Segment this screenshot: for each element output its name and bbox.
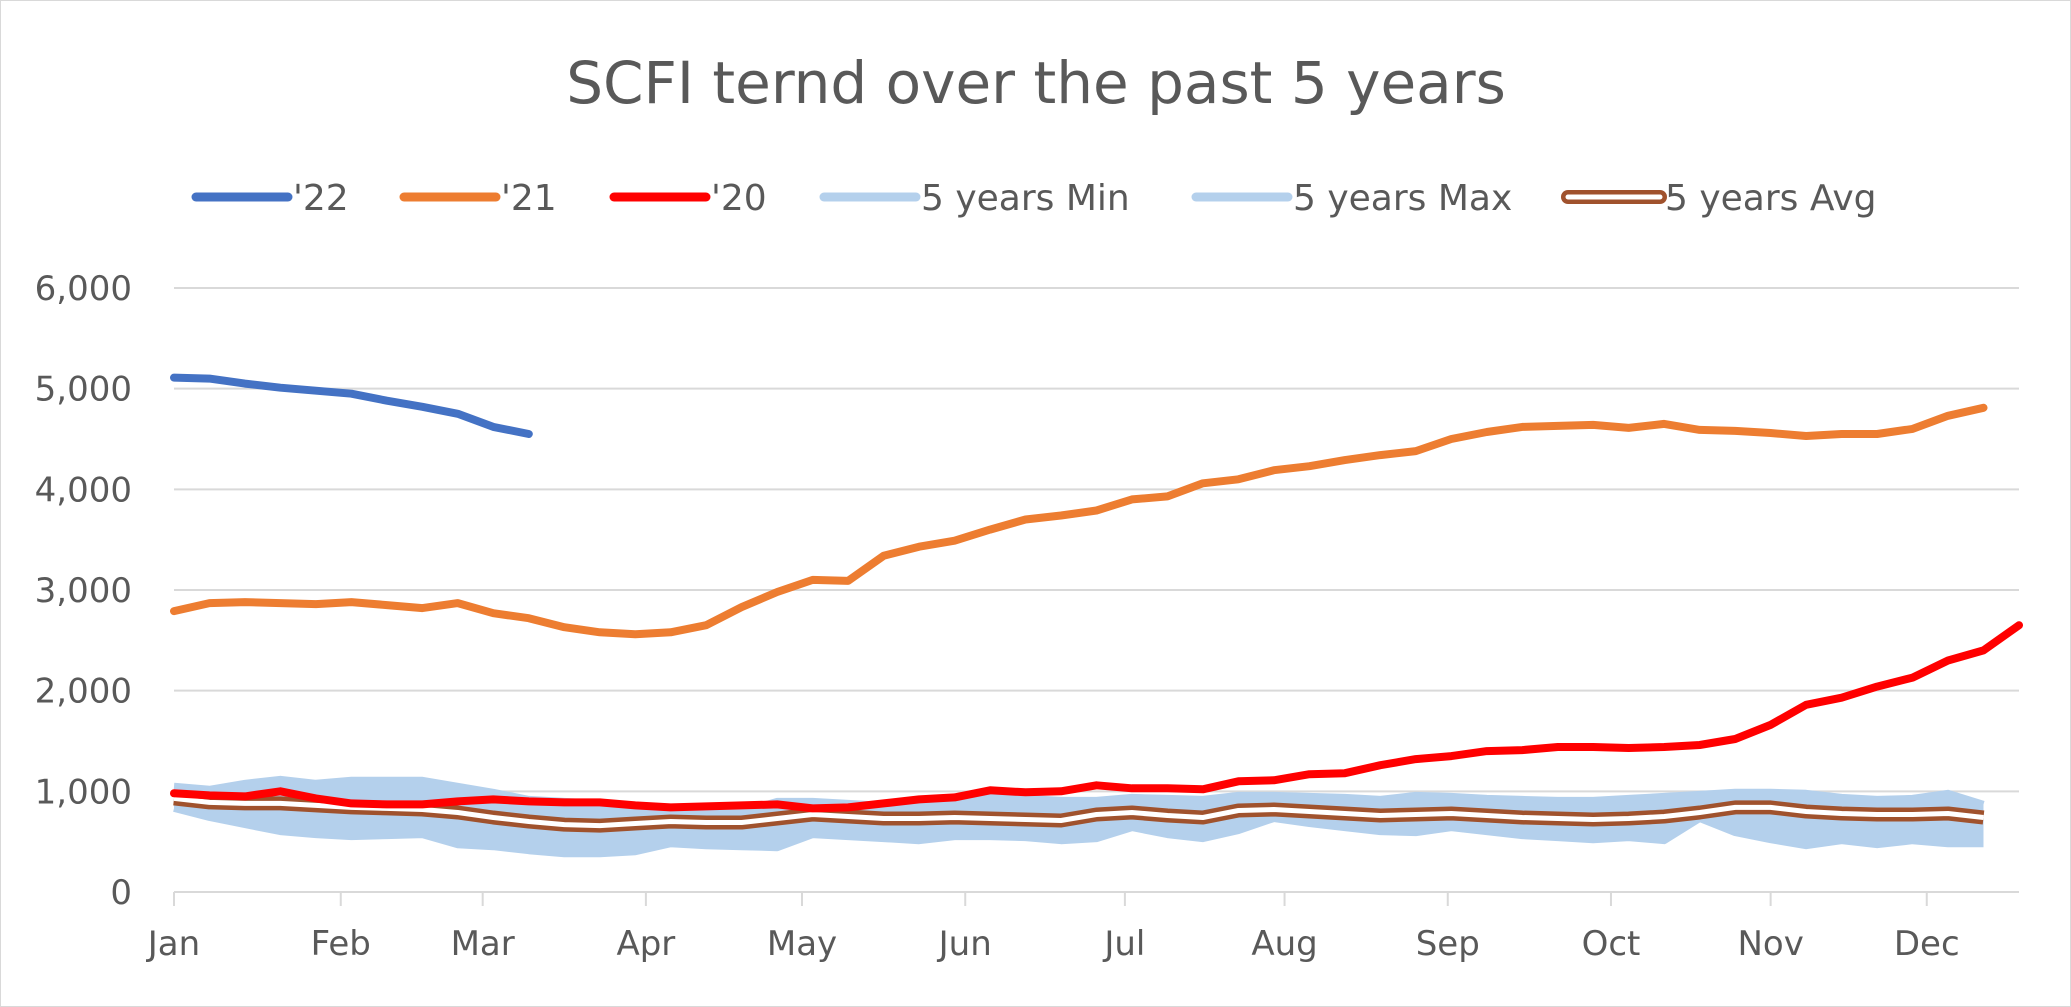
x-tick-label: May — [767, 924, 837, 964]
y-tick-label: 6,000 — [35, 269, 132, 309]
legend-label: 5 years Avg — [1665, 178, 1877, 219]
series-lines — [170, 373, 2023, 833]
series-22-line — [170, 373, 533, 438]
legend-item: '20 — [609, 178, 767, 219]
y-tick-label: 5,000 — [35, 370, 132, 410]
gridlines: 0 1,000 2,000 3,000 4,000 5,000 6,000 — [35, 269, 2019, 913]
legend: '22 '21 '20 5 years Min 5 years Max 5 years A… — [191, 178, 1877, 219]
legend-label: '20 — [711, 178, 767, 219]
legend-item: 5 years Min — [819, 178, 1130, 219]
x-tick-label: Oct — [1582, 924, 1641, 964]
series-5-years-max — [173, 775, 1985, 815]
y-tick-label: 3,000 — [35, 571, 132, 611]
x-tick-label: Dec — [1894, 924, 1960, 964]
legend-item: 5 years Avg — [1561, 178, 1877, 219]
legend-label: 5 years Min — [921, 178, 1130, 219]
legend-label: '21 — [501, 178, 557, 219]
x-tick-label: Feb — [311, 924, 371, 964]
y-tick-label: 1,000 — [35, 772, 132, 812]
series-5-years-avg-inner — [173, 795, 1984, 829]
y-tick-label: 0 — [110, 873, 132, 913]
x-tick-label: Jun — [937, 924, 992, 964]
x-tick-label: Mar — [451, 924, 515, 964]
x-tick-label: Apr — [616, 924, 675, 964]
legend-label: 5 years Max — [1293, 178, 1512, 219]
axes: Jan Feb Mar Apr May Jun Jul Aug Sep Oct Nov Dec — [146, 891, 2019, 964]
x-tick-label: Jan — [146, 924, 200, 964]
y-tick-label: 2,000 — [35, 672, 132, 712]
legend-item: 5 years Max — [1191, 178, 1512, 219]
y-tick-label: 4,000 — [35, 470, 132, 510]
legend-item: '21 — [399, 178, 557, 219]
x-tick-label: Sep — [1416, 924, 1480, 964]
series-21-line — [170, 403, 1988, 639]
legend-item: '22 — [191, 178, 349, 219]
series-5-years-min — [173, 805, 1984, 858]
x-tick-label: Jul — [1102, 924, 1145, 964]
series-20-line — [170, 621, 2023, 813]
x-tick-label: Nov — [1737, 924, 1803, 964]
legend-label: '22 — [293, 178, 349, 219]
chart-title: SCFI ternd over the past 5 years — [566, 49, 1506, 117]
x-tick-label: Aug — [1251, 924, 1317, 964]
